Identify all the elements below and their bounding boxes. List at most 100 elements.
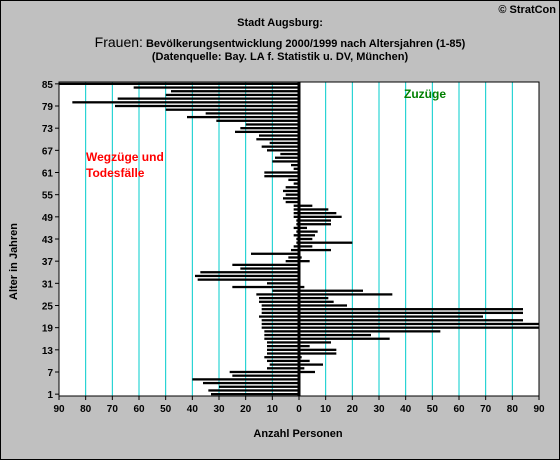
bar-age-37 xyxy=(285,260,299,263)
bar-age-15 xyxy=(267,341,299,344)
bar-age-56 xyxy=(283,189,299,193)
bar-age-21 xyxy=(261,319,299,322)
y-tick-label: 79 xyxy=(42,102,54,113)
bar-age-49 xyxy=(293,215,299,218)
x-tick-label: 40 xyxy=(400,404,412,415)
bar-age-81 xyxy=(117,97,300,100)
bar-age-12 xyxy=(267,352,299,355)
bar-age-71 xyxy=(259,134,299,137)
x-tick-label: 20 xyxy=(347,404,359,415)
bars xyxy=(59,82,539,396)
bar-age-34 xyxy=(200,271,299,274)
bar-age-6 xyxy=(232,374,299,377)
bar-age-10 xyxy=(299,359,310,363)
bar-age-4 xyxy=(203,381,299,385)
bar-age-30 xyxy=(299,285,305,289)
bar-age-35 xyxy=(240,267,299,270)
x-tick-label: 90 xyxy=(533,404,545,415)
x-tick-label: 50 xyxy=(160,404,172,415)
bar-age-50 xyxy=(293,211,299,215)
bar-age-37 xyxy=(299,260,310,263)
bar-age-29 xyxy=(272,289,299,292)
bar-age-23 xyxy=(261,311,299,315)
bar-age-15 xyxy=(299,341,331,344)
bar-age-22 xyxy=(259,315,299,318)
x-tick-label: 20 xyxy=(240,404,252,415)
bar-age-85 xyxy=(59,82,299,85)
chart-title-line1: Stadt Augsburg: xyxy=(237,17,323,29)
y-tick-label: 19 xyxy=(42,324,54,335)
y-tick-label: 37 xyxy=(42,257,54,268)
bar-age-36 xyxy=(232,263,299,267)
bar-age-24 xyxy=(261,308,299,311)
y-tick-label: 49 xyxy=(42,213,54,224)
bar-age-9 xyxy=(299,363,323,366)
inflow-annotation: Zuzüge xyxy=(404,87,446,101)
bar-age-27 xyxy=(299,296,329,300)
bar-age-62 xyxy=(293,167,299,170)
x-tick-label: 60 xyxy=(453,404,465,415)
chart-title-line2: Frauen: Bevölkerungsentwicklung 2000/199… xyxy=(0,34,560,50)
bar-age-54 xyxy=(283,197,299,200)
bar-age-48 xyxy=(299,219,331,222)
y-tick-label: 7 xyxy=(47,368,53,379)
chart-title-line3: (Datenquelle: Bay. LA f. Statistik u. DV… xyxy=(151,51,409,63)
copyright-label: © StratCon xyxy=(498,4,556,16)
bar-age-39 xyxy=(251,252,299,255)
bar-age-1 xyxy=(211,393,299,396)
y-tick-label: 31 xyxy=(42,279,54,290)
bar-age-12 xyxy=(299,352,337,355)
x-tick-label: 60 xyxy=(133,404,145,415)
bar-age-27 xyxy=(259,296,299,300)
bar-age-65 xyxy=(275,156,299,159)
bar-age-18 xyxy=(264,330,299,333)
outflow-annotation: Wegzüge und Todesfälle xyxy=(86,150,164,180)
bar-age-80 xyxy=(72,101,299,104)
bar-age-17 xyxy=(299,333,371,337)
bar-age-7 xyxy=(299,370,315,374)
y-tick-label: 25 xyxy=(42,301,54,312)
bar-age-46 xyxy=(293,226,299,230)
x-tick-label: 10 xyxy=(320,404,332,415)
bar-age-51 xyxy=(293,208,299,211)
x-tick-label: 70 xyxy=(480,404,492,415)
y-tick-label: 61 xyxy=(42,169,54,180)
bar-age-47 xyxy=(299,223,331,226)
bar-age-14 xyxy=(299,344,310,348)
bar-age-3 xyxy=(219,385,299,388)
y-tick-labels: 1 7 13 19 25 31 37 43 49 55 61 67 73 79 85 xyxy=(42,80,59,401)
bar-age-31 xyxy=(267,282,299,285)
bar-age-24 xyxy=(299,308,523,311)
bar-age-26 xyxy=(299,300,334,303)
bar-age-74 xyxy=(245,123,299,126)
bar-age-29 xyxy=(299,289,363,292)
bar-age-28 xyxy=(256,293,299,296)
bar-age-83 xyxy=(171,90,299,93)
bar-age-38 xyxy=(288,256,299,259)
bar-age-43 xyxy=(299,237,313,241)
bar-age-40 xyxy=(299,248,331,252)
bar-age-63 xyxy=(291,163,299,167)
x-tick-label: 10 xyxy=(267,404,279,415)
bar-age-44 xyxy=(293,234,299,237)
bar-age-61 xyxy=(264,171,299,174)
bar-age-32 xyxy=(197,278,299,281)
bar-age-46 xyxy=(299,226,307,230)
bar-age-28 xyxy=(299,293,393,296)
bar-age-55 xyxy=(285,193,299,196)
bar-age-75 xyxy=(216,119,299,122)
bar-age-52 xyxy=(293,204,299,207)
bar-age-77 xyxy=(205,112,299,115)
chart-title-main: Bevölkerungsentwicklung 2000/1999 nach A… xyxy=(142,38,466,50)
bar-age-26 xyxy=(259,300,299,303)
bar-age-45 xyxy=(299,230,318,233)
bar-age-10 xyxy=(267,359,299,363)
y-tick-label: 1 xyxy=(47,390,53,401)
chart-title-prefix: Frauen: xyxy=(94,34,143,50)
bar-age-70 xyxy=(256,138,299,141)
bar-age-52 xyxy=(299,204,313,207)
bar-age-20 xyxy=(261,322,299,326)
bar-age-68 xyxy=(261,145,299,148)
bar-age-64 xyxy=(272,160,299,163)
